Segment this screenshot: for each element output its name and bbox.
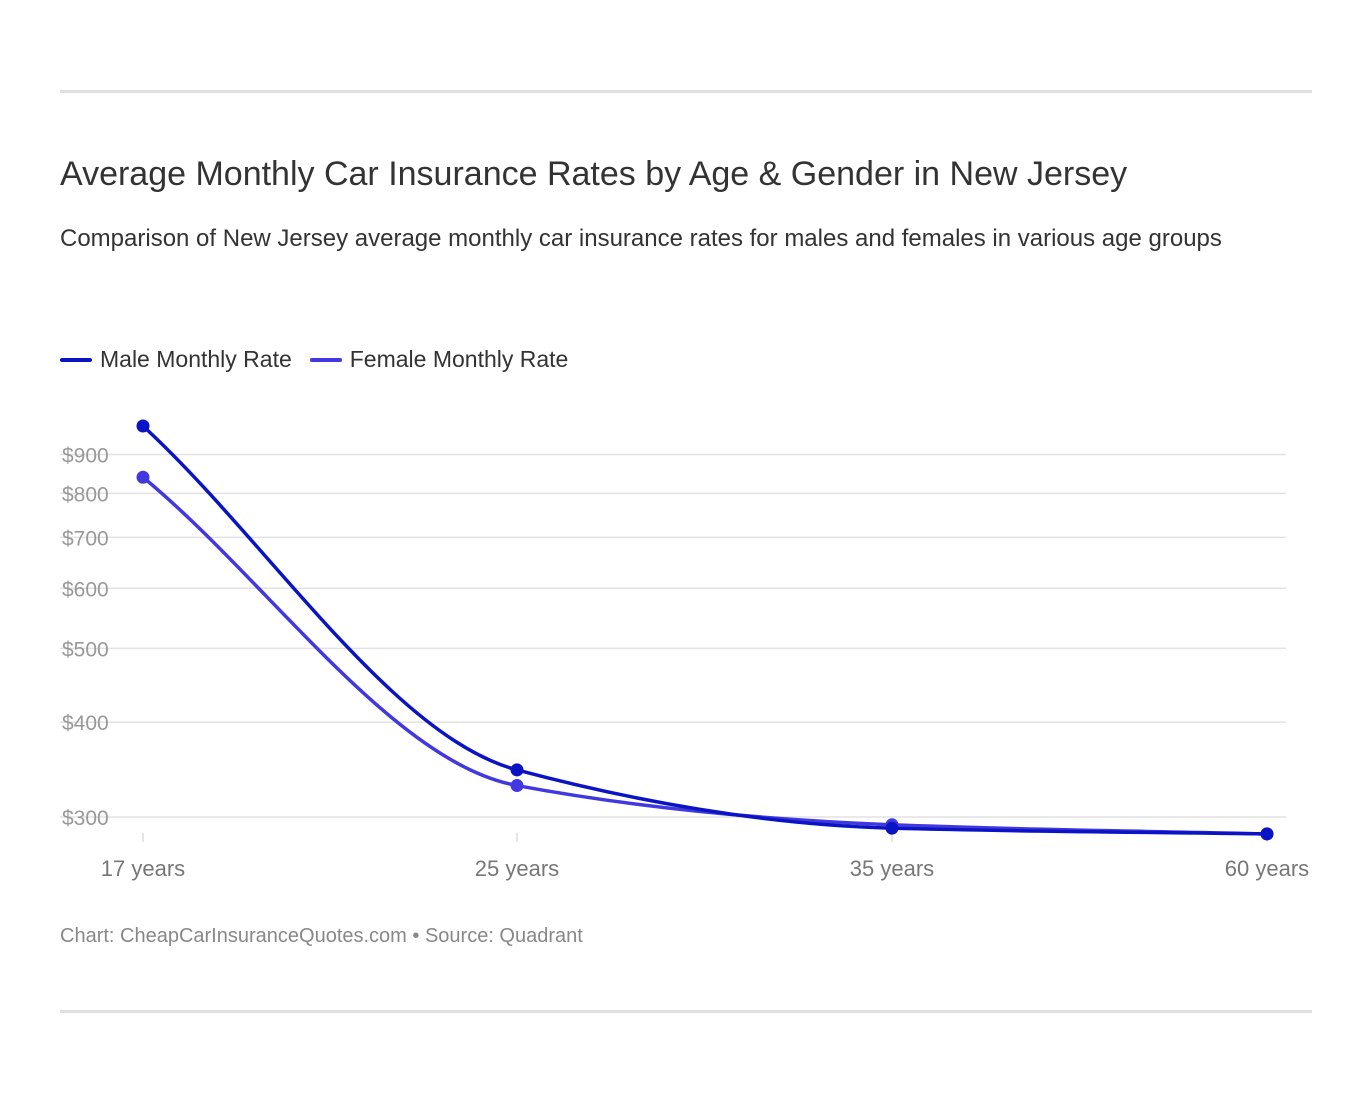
legend-swatch-female <box>309 357 342 362</box>
data-point-male <box>885 821 899 835</box>
chart-subtitle: Comparison of New Jersey average monthly… <box>60 225 1222 252</box>
series-line-female <box>141 475 1268 836</box>
legend-label-female: Female Monthly Rate <box>349 346 569 372</box>
legend-swatch-male <box>60 357 92 362</box>
y-tick-label: $300 <box>62 807 109 830</box>
chart-title: Average Monthly Car Insurance Rates by A… <box>60 155 1128 193</box>
top-divider <box>60 90 1312 93</box>
x-tick-label: 25 years <box>475 856 559 881</box>
bottom-divider <box>60 1010 1312 1013</box>
data-point-female <box>136 470 150 484</box>
y-tick-label: $900 <box>62 444 109 467</box>
series-line-male <box>141 424 1268 836</box>
y-tick-label: $700 <box>62 527 109 550</box>
data-point-male <box>1260 827 1274 841</box>
legend: Male Monthly Rate Female Monthly Rate <box>60 346 568 373</box>
y-tick-label: $500 <box>62 638 109 661</box>
data-point-male <box>510 763 524 777</box>
legend-label-male: Male Monthly Rate <box>100 346 292 372</box>
y-tick-label: $600 <box>62 578 109 601</box>
x-tick-label: 35 years <box>850 856 934 881</box>
data-point-male <box>136 419 150 433</box>
y-tick-label: $400 <box>62 712 109 735</box>
x-tick-label: 60 years <box>1225 856 1309 881</box>
x-tick-label: 17 years <box>101 856 185 881</box>
data-point-female <box>510 779 524 793</box>
legend-item-female[interactable]: Female Monthly Rate <box>309 346 569 373</box>
y-tick-label: $800 <box>62 483 109 506</box>
legend-item-male[interactable]: Male Monthly Rate <box>60 346 292 373</box>
chart-footer: Chart: CheapCarInsuranceQuotes.com • Sou… <box>60 925 583 947</box>
